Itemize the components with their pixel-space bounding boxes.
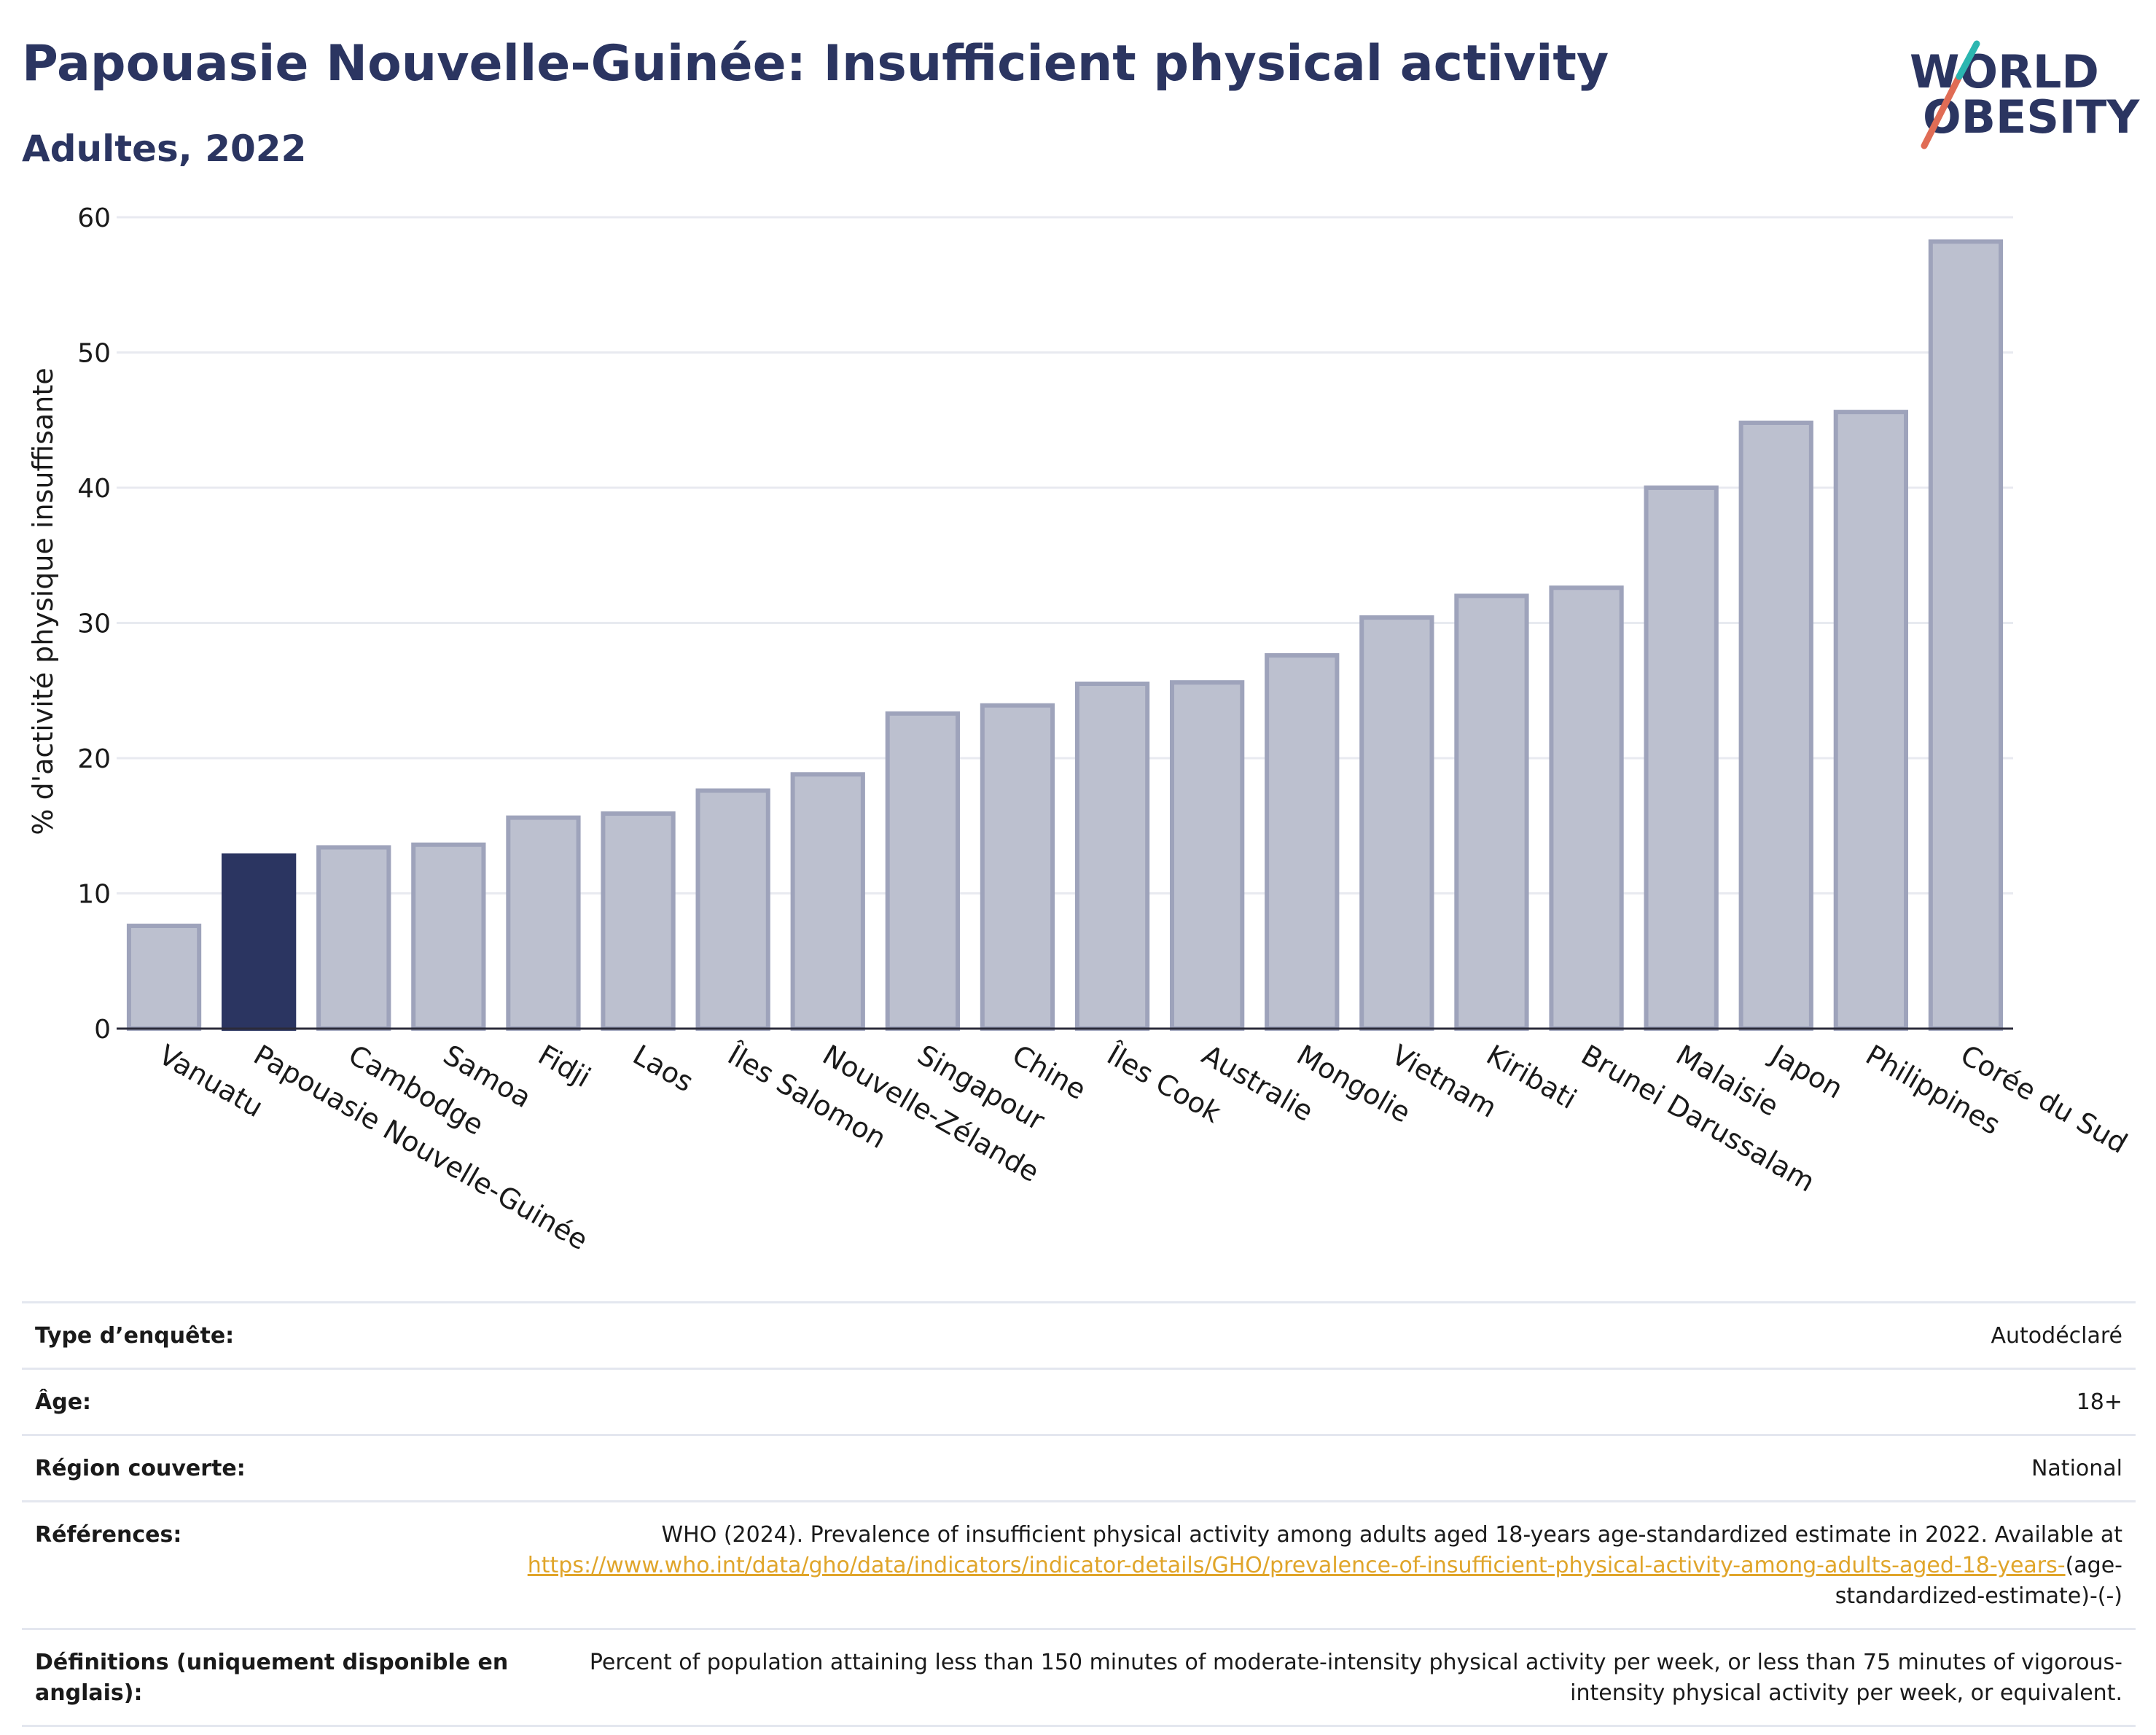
x-tick-label: Îles Salomon [722,1038,891,1155]
meta-value: Autodéclaré [1991,1323,2123,1349]
logo-slash-red [1921,73,1963,149]
bar [1549,585,1624,1031]
logo-line2: OBESITY [1923,90,2140,144]
meta-label: Type d’enquête: [35,1323,235,1349]
bar [790,772,865,1031]
bar [1928,239,2004,1031]
reference-link[interactable]: https://www.who.int/data/gho/data/indica… [527,1553,2066,1578]
y-tick-label: 10 [77,880,111,910]
bar [885,711,960,1031]
meta-label: Références: [35,1522,182,1548]
meta-row-survey-type: Type d’enquête: Autodéclaré [22,1301,2136,1368]
y-tick-label: 20 [77,744,111,774]
reference-text: WHO (2024). Prevalence of insufficient p… [661,1522,2122,1548]
bar [695,788,770,1032]
bar [1265,653,1340,1032]
bar [1170,680,1245,1031]
bar [316,845,391,1032]
bar [601,811,676,1032]
meta-value: 18+ [2076,1389,2122,1415]
meta-row-definitions: Définitions (uniquement disponible en an… [22,1628,2136,1727]
reference-text-after: (age-standardized-estimate)-(-) [1835,1553,2122,1609]
y-axis-ticks: 0 10 20 30 40 50 60 [77,203,111,1045]
meta-label: Région couverte: [35,1456,246,1481]
metadata-table: Type d’enquête: Autodéclaré Âge: 18+ Rég… [22,1301,2136,1727]
world-obesity-logo: WORLD OBESITY [1910,40,2140,149]
meta-label: Âge: [35,1389,92,1415]
x-tick-label: Laos [628,1039,699,1099]
grid-lines [117,216,2013,894]
x-tick-label: Fidji [533,1039,596,1094]
meta-value: National [2031,1456,2122,1481]
y-tick-label: 40 [77,474,111,504]
bar [1359,615,1434,1031]
meta-label: Définitions (uniquement disponible en an… [35,1650,509,1706]
bar [1833,410,1908,1031]
meta-row-region: Région couverte: National [22,1434,2136,1500]
bar [506,815,581,1031]
x-tick-label: Vanuatu [154,1039,269,1123]
bar [1644,486,1719,1031]
bar [126,924,202,1032]
bar [411,842,486,1031]
meta-value: WHO (2024). Prevalence of insufficient p… [517,1502,2136,1628]
bar [1738,420,1813,1031]
y-tick-label: 60 [77,203,111,233]
page-title: Papouasie Nouvelle-Guinée: Insufficient … [22,35,1609,93]
bars [126,239,2004,1032]
y-tick-label: 30 [77,609,111,639]
bar [1454,593,1529,1031]
page-subtitle: Adultes, 2022 [22,128,307,170]
y-tick-label: 0 [94,1015,111,1045]
y-tick-label: 50 [77,339,111,369]
meta-row-age: Âge: 18+ [22,1368,2136,1434]
bar [980,703,1055,1032]
bar [222,853,297,1032]
meta-row-references: Références: WHO (2024). Prevalence of in… [22,1500,2136,1628]
logo-slash-teal [1956,40,1980,80]
y-axis-label: % d'activité physique insuffisante [27,367,59,835]
meta-value: Percent of population attaining less tha… [589,1650,2122,1706]
logo-line1: WORLD [1910,45,2099,98]
bar [1074,681,1150,1031]
